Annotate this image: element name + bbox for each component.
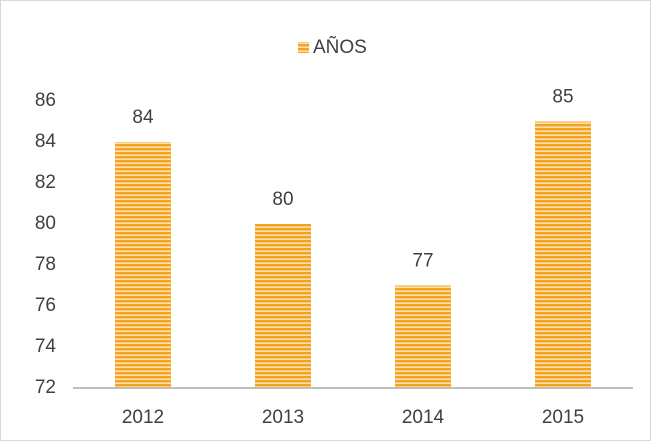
x-tick-label: 2015: [542, 407, 584, 428]
y-tick-label: 86: [35, 90, 56, 111]
y-tick-label: 80: [35, 213, 56, 234]
bar: [115, 142, 171, 388]
y-tick-label: 82: [35, 172, 56, 193]
data-label: 77: [412, 251, 433, 272]
data-label: 85: [552, 87, 573, 108]
y-tick-label: 76: [35, 295, 56, 316]
y-tick-label: 74: [35, 336, 57, 357]
legend-swatch: [298, 42, 309, 53]
bar: [395, 285, 451, 388]
legend-label: AÑOS: [313, 36, 367, 58]
data-label: 80: [272, 189, 293, 210]
bar: [535, 121, 591, 388]
x-tick-label: 2014: [402, 407, 445, 428]
x-tick-label: 2012: [122, 407, 164, 428]
y-tick-label: 72: [35, 377, 56, 398]
y-tick-label: 84: [35, 131, 57, 152]
y-tick-label: 78: [35, 254, 56, 275]
data-label: 84: [132, 107, 154, 128]
bar: [255, 224, 311, 388]
x-tick-label: 2013: [262, 407, 304, 428]
